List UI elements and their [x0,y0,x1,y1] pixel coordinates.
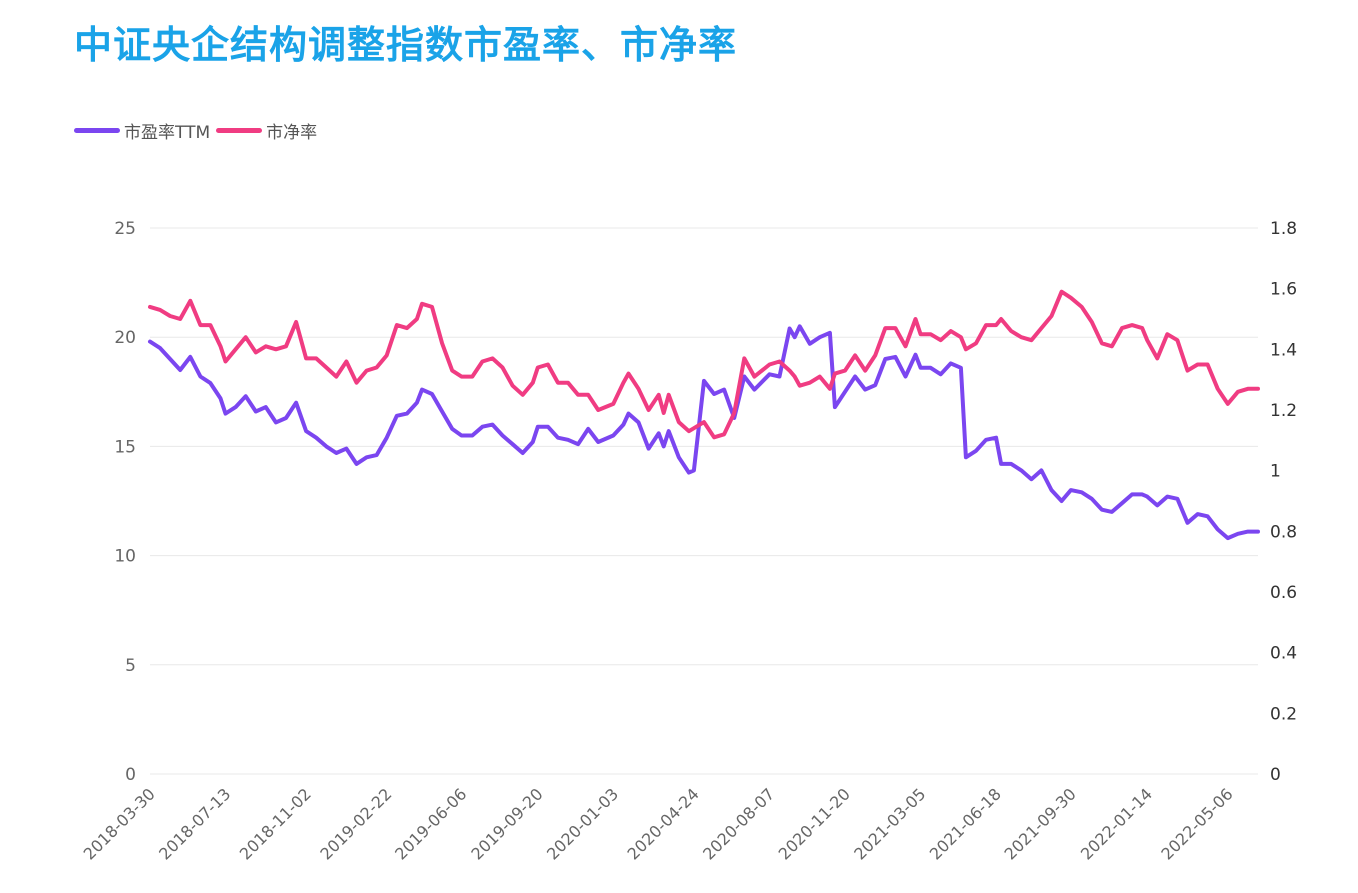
right-tick-label: 1.8 [1270,219,1297,239]
grid-lines [150,227,1258,775]
left-tick-label: 10 [114,547,136,567]
x-tick-label: 2020-01-03 [543,784,622,863]
x-tick-label: 2022-01-14 [1077,784,1156,863]
right-tick-label: 1 [1270,462,1281,482]
x-tick-label: 2021-06-18 [926,784,1005,863]
legend-item-pe[interactable]: 市盈率TTM [74,118,210,143]
right-tick-label: 1.4 [1270,340,1297,360]
left-tick-label: 15 [114,437,136,457]
right-tick-label: 0.8 [1270,522,1297,542]
x-tick-label: 2021-03-05 [850,784,929,863]
left-tick-label: 25 [114,219,136,239]
legend-swatch-pb [216,128,263,133]
left-axis-ticks: 0 5 10 15 20 25 [114,219,136,785]
legend-swatch-pe [74,128,120,133]
x-tick-label: 2019-02-22 [316,784,395,863]
x-tick-label: 2018-07-13 [155,784,234,863]
right-tick-label: 0 [1270,765,1281,785]
series-line-pb [148,289,1260,440]
right-axis-ticks: 0 0.2 0.4 0.6 0.8 1 1.2 1.4 1.6 1.8 [1270,219,1297,785]
x-tick-label: 2021-09-30 [1001,784,1080,863]
x-tick-label: 2020-11-20 [775,784,854,863]
right-tick-label: 1.2 [1270,401,1297,421]
series-lines [148,289,1260,541]
series-line-pe [148,324,1260,541]
left-tick-label: 5 [125,656,136,676]
x-tick-label: 2022-05-06 [1157,784,1236,863]
x-tick-label: 2018-11-02 [236,784,315,863]
x-tick-label: 2018-03-30 [80,784,159,863]
x-tick-label: 2019-09-20 [467,784,546,863]
right-tick-label: 1.6 [1270,280,1297,300]
legend-label-pb: 市净率 [266,123,318,143]
x-tick-label: 2020-04-24 [624,784,703,863]
x-tick-label: 2019-06-06 [391,784,470,863]
legend-label-pe: 市盈率TTM [124,123,211,143]
chart-title: 中证央企结构调整指数市盈率、市净率 [74,23,738,67]
right-tick-label: 0.6 [1270,583,1297,603]
legend-item-pb[interactable]: 市净率 [216,118,317,143]
x-tick-label: 2020-08-07 [699,784,778,863]
right-tick-label: 0.2 [1270,704,1297,724]
right-tick-label: 0.4 [1270,644,1297,664]
left-tick-label: 20 [114,328,136,348]
left-tick-label: 0 [125,765,136,785]
legend: 市盈率TTM 市净率 [74,118,323,143]
